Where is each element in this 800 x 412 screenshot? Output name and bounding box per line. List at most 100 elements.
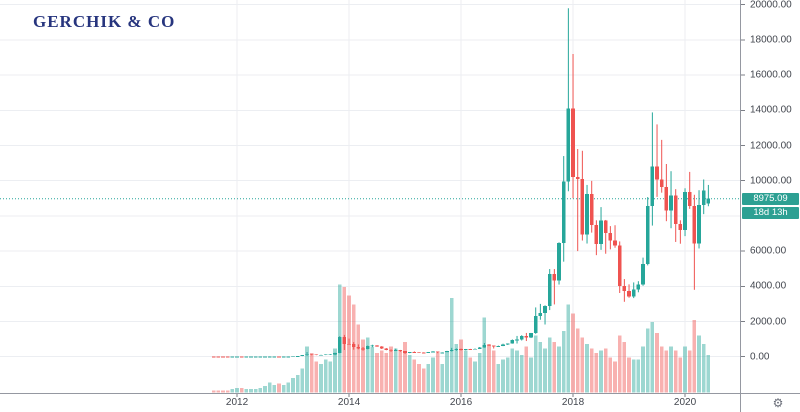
volume-bar <box>398 350 403 393</box>
candle-body <box>650 166 655 207</box>
candle-body <box>319 354 323 356</box>
candle-body <box>281 356 286 358</box>
candle-body <box>337 336 342 354</box>
volume-bar <box>706 355 711 393</box>
volume-bar <box>557 346 561 393</box>
candle-body <box>552 273 557 281</box>
candle-body <box>342 336 347 344</box>
candle-body <box>701 190 706 205</box>
volume-bar <box>249 389 253 393</box>
volume-bar <box>468 357 473 393</box>
volume-bar <box>524 346 529 393</box>
current-price-badge: 8975.09 <box>742 192 799 205</box>
volume-bar <box>417 363 421 393</box>
time-scale[interactable] <box>0 394 740 412</box>
candle-body <box>599 220 603 245</box>
candle-body <box>361 348 365 350</box>
candle-body <box>305 354 309 356</box>
volume-bar <box>361 339 365 393</box>
volume-bar <box>538 341 543 393</box>
volume-bar <box>659 346 664 393</box>
candle-body <box>351 344 356 348</box>
candle-body <box>333 353 337 355</box>
volume-bar <box>431 357 435 393</box>
candle-body <box>417 352 421 354</box>
candle-body <box>445 351 449 353</box>
candle-body <box>529 332 533 338</box>
y-axis-label: 14000.00 <box>750 104 792 116</box>
candle-body <box>258 356 263 358</box>
volume-bar <box>599 350 603 393</box>
volume-bar <box>384 352 389 393</box>
volume-bar <box>263 385 267 393</box>
candle-body <box>277 356 281 358</box>
brand-logo: GERCHIK & CO <box>33 12 176 31</box>
candle-body <box>487 344 491 346</box>
candle-body <box>272 356 277 358</box>
candle-body <box>300 355 305 357</box>
volume-bar <box>300 368 305 393</box>
candle-body <box>407 352 412 354</box>
candle-body <box>328 354 333 356</box>
candle-body <box>524 335 529 338</box>
volume-bar <box>561 330 566 393</box>
candle-body <box>468 349 473 350</box>
candle-body <box>533 316 538 333</box>
candle-body <box>286 356 291 358</box>
volume-bar <box>225 390 230 393</box>
volume-bar <box>594 352 599 393</box>
candle-body <box>622 285 627 291</box>
candle-body <box>678 223 683 230</box>
volume-bar <box>305 346 309 393</box>
candle-body <box>659 179 664 188</box>
volume-bar <box>603 348 608 393</box>
x-axis-label: 2018 <box>561 397 585 408</box>
volume-bar <box>673 350 678 393</box>
candle-body <box>617 245 622 286</box>
candle-body <box>249 356 253 358</box>
candle-body <box>365 345 370 349</box>
volume-bar <box>519 355 524 393</box>
candle-body <box>645 206 650 264</box>
candle-body <box>454 349 459 351</box>
volume-bar <box>669 346 673 393</box>
volume-bar <box>393 348 398 393</box>
volume-bar <box>575 328 580 393</box>
candle-body <box>547 273 552 307</box>
candle-body <box>235 356 239 358</box>
candle-body <box>221 356 225 358</box>
candle-body <box>384 348 389 350</box>
y-axis-label: 20000.00 <box>750 0 792 11</box>
volume-bar <box>309 352 314 393</box>
volume-bar <box>627 357 631 393</box>
candle-body <box>706 198 711 204</box>
candle-body <box>557 243 561 281</box>
volume-bar <box>664 350 669 393</box>
candle-body <box>347 343 351 345</box>
volume-bar <box>487 344 491 393</box>
y-axis-label: 6000.00 <box>750 245 787 257</box>
candle-body <box>477 347 482 349</box>
y-axis-label: 0.00 <box>750 351 770 363</box>
volume-bar <box>277 383 281 393</box>
candle-body <box>356 347 361 349</box>
candle-body <box>589 194 594 225</box>
volume-bar <box>459 339 463 393</box>
candle-body <box>473 348 477 350</box>
volume-bar <box>412 359 417 393</box>
volume-bar <box>580 337 585 393</box>
volume-bar <box>477 352 482 393</box>
volume-bar <box>645 328 650 393</box>
volume-bar <box>533 335 538 393</box>
scale-settings-button[interactable]: ⚙ <box>766 394 790 411</box>
x-axis-label: 2016 <box>449 397 473 408</box>
volume-bar <box>230 389 235 393</box>
candle-body <box>683 192 687 230</box>
candle-body <box>580 178 585 235</box>
candle-body <box>664 187 669 211</box>
candle-body <box>225 356 230 358</box>
volume-bar <box>319 363 323 393</box>
candle-body <box>216 356 221 358</box>
candle-body <box>435 351 440 353</box>
